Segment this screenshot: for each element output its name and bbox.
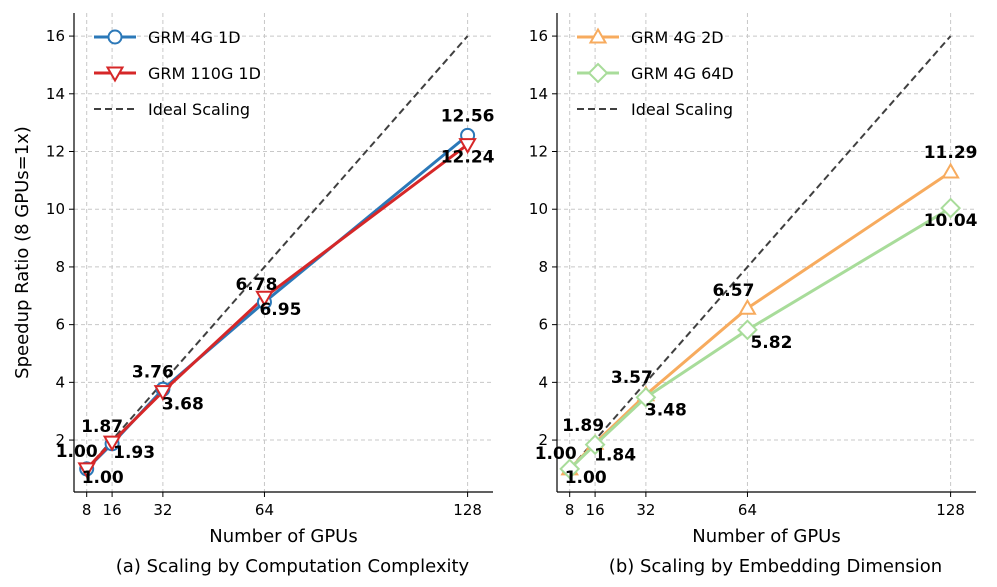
chart-panel-1: 8 16 32 64 128 2 4 6 8 10 12 14 16 Number of GPUs Spee… [12, 13, 495, 577]
legend-entry: GRM 4G 1D [148, 28, 241, 47]
x-tick-label: 32 [636, 501, 655, 519]
data-label: 3.48 [645, 400, 687, 420]
data-label: 12.24 [441, 148, 495, 168]
y-tick-label: 12 [46, 143, 65, 161]
legend-entry: GRM 110G 1D [148, 64, 261, 83]
y-tick-label: 16 [529, 27, 548, 45]
data-point [255, 290, 274, 307]
data-label: 12.56 [441, 106, 495, 126]
panel-caption: (a) Scaling by Computation Complexity [116, 556, 470, 577]
legend-entry: Ideal Scaling [148, 100, 250, 119]
data-point [941, 162, 960, 179]
y-tick-label: 14 [46, 85, 65, 103]
ideal-scaling-line [568, 35, 952, 470]
x-tick-label: 16 [586, 501, 605, 519]
data-point [940, 197, 962, 219]
data-point [102, 435, 122, 452]
y-tick-label: 6 [55, 316, 65, 334]
legend-entry: GRM 4G 64D [631, 64, 734, 83]
y-tick-label: 16 [46, 27, 65, 45]
x-tick-label: 8 [565, 501, 575, 519]
data-point [737, 319, 758, 341]
data-point [584, 434, 606, 456]
y-tick-label: 8 [538, 258, 548, 276]
y-tick-label: 12 [529, 143, 548, 161]
y-tick-label: 2 [538, 431, 548, 449]
data-label: 6.78 [235, 275, 277, 295]
x-tick-label: 64 [738, 501, 757, 519]
legend: GRM 4G 1D GRM 110G 1D Ideal Scaling [94, 28, 261, 119]
data-label: 5.82 [750, 333, 792, 353]
data-label: 6.57 [712, 281, 754, 301]
data-point [153, 385, 173, 402]
y-tick-label: 4 [55, 373, 65, 391]
legend-swatch-marker [107, 29, 123, 45]
ideal-scaling-line [85, 35, 469, 470]
y-tick-label: 2 [55, 431, 65, 449]
legend: GRM 4G 2D GRM 4G 64D Ideal Scaling [577, 27, 734, 119]
x-axis-label: Number of GPUs [209, 526, 357, 547]
data-label: 11.29 [924, 143, 978, 163]
x-tick-label: 16 [103, 501, 122, 519]
series-line-1 [568, 170, 952, 470]
legend-entry: Ideal Scaling [631, 100, 733, 119]
x-tick-label: 8 [82, 501, 92, 519]
data-point [635, 386, 657, 408]
x-tick-label: 32 [153, 501, 172, 519]
data-label: 6.95 [259, 300, 301, 320]
data-label: 3.68 [162, 395, 204, 415]
legend-entry: GRM 4G 2D [631, 28, 724, 47]
x-axis-label: Number of GPUs [692, 526, 840, 547]
data-label: 1.00 [565, 468, 607, 488]
data-label: 3.57 [611, 368, 653, 388]
legend-swatch-marker [587, 62, 609, 84]
data-label: 3.76 [132, 362, 174, 382]
legend-swatch-marker [105, 66, 125, 83]
legend-swatch-marker [588, 27, 608, 44]
data-label: 1.00 [82, 468, 124, 488]
data-label: 1.89 [562, 416, 604, 436]
data-label: 1.87 [81, 417, 123, 437]
y-tick-label: 4 [538, 373, 548, 391]
x-tick-label: 64 [255, 501, 274, 519]
data-label: 1.84 [594, 446, 636, 466]
y-tick-label: 6 [538, 316, 548, 334]
data-point [559, 458, 581, 480]
data-label: 10.04 [924, 211, 978, 231]
data-point [77, 462, 96, 479]
data-label: 1.93 [113, 443, 155, 463]
data-point [738, 298, 757, 315]
x-tick-label: 128 [936, 501, 965, 519]
panel-caption: (b) Scaling by Embedding Dimension [609, 556, 942, 577]
data-point [458, 138, 477, 155]
y-tick-label: 10 [529, 200, 548, 218]
x-tick-label: 128 [453, 501, 482, 519]
y-axis-label: Speedup Ratio (8 GPUs=1x) [12, 126, 33, 379]
y-tick-label: 8 [55, 258, 65, 276]
chart-panel-2: 8 16 32 64 128 2 4 6 8 10 12 14 16 Number of GPUs (b) … [529, 13, 978, 577]
y-tick-label: 14 [529, 85, 548, 103]
data-label: 1.00 [535, 444, 577, 464]
data-label: 1.00 [56, 442, 98, 462]
y-tick-label: 10 [46, 200, 65, 218]
